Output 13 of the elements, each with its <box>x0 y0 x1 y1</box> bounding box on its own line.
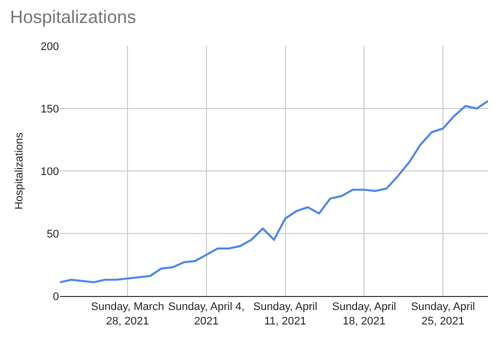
x-tick-label: Sunday, April 25, 2021 <box>410 301 475 328</box>
y-tick-label: 100 <box>40 166 59 178</box>
y-tick-label: 150 <box>40 103 59 116</box>
x-tick-label: Sunday, April 18, 2021 <box>332 301 396 328</box>
chart-title: Hospitalizations <box>10 6 136 27</box>
x-tick-label: Sunday, April 11, 2021 <box>253 301 318 328</box>
y-axis-title: Hospitalizations <box>13 132 26 210</box>
y-tick-label: 0 <box>52 290 59 303</box>
x-tick-label: Sunday, April 4, 2021 <box>168 301 245 328</box>
y-tick-label: 50 <box>46 228 59 240</box>
line-series <box>60 100 488 284</box>
y-tick-label: 200 <box>40 40 59 53</box>
x-tick-label: Sunday, March 28, 2021 <box>90 301 164 328</box>
